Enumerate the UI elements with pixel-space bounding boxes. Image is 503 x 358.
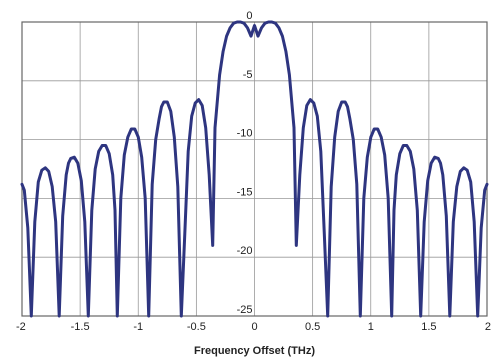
x-tick-labels: -2 -1.5 -1 -0.5 0 0.5 1 1.5 2 xyxy=(16,321,491,333)
y-tick-labels: 0 -5 -10 -15 -20 -25 xyxy=(237,10,253,316)
y-tick-label: -5 xyxy=(243,69,253,81)
y-tick-label: 0 xyxy=(246,10,252,22)
y-tick-label: -25 xyxy=(237,304,253,316)
y-tick-label: -10 xyxy=(237,128,253,140)
x-tick-label: -1.5 xyxy=(71,321,90,333)
x-tick-label: 0 xyxy=(251,321,257,333)
x-tick-label: 1 xyxy=(368,321,374,333)
series-line xyxy=(20,20,489,318)
x-tick-label: -1 xyxy=(133,321,143,333)
y-tick-label: -15 xyxy=(237,186,253,198)
y-tick-label: -20 xyxy=(237,245,253,257)
x-axis-title: Frequency Offset (THz) xyxy=(194,345,315,357)
x-tick-label: -0.5 xyxy=(187,321,206,333)
x-tick-label: -2 xyxy=(16,321,26,333)
x-tick-label: 2 xyxy=(485,321,491,333)
grid xyxy=(21,21,488,317)
plot-frame xyxy=(21,21,488,317)
x-tick-label: 1.5 xyxy=(421,321,436,333)
x-tick-label: 0.5 xyxy=(305,321,320,333)
